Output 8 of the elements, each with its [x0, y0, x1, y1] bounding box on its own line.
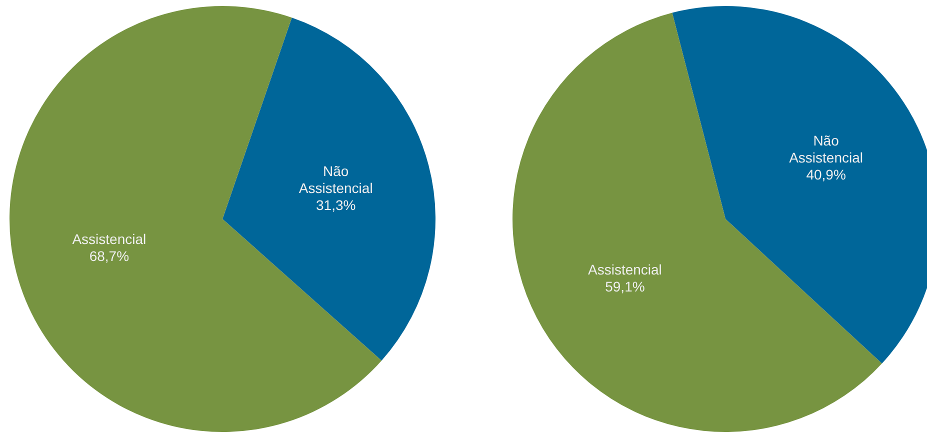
slice-label: Não Assistencial — [789, 132, 864, 166]
slice-label: Assistencial — [588, 261, 662, 278]
data-label: 68,7% — [89, 248, 130, 264]
slice-label: Não Assistencial — [298, 163, 373, 196]
data-label: 59,1% — [605, 278, 645, 294]
data-label: 31,3% — [316, 197, 356, 214]
slice-label: Assistencial — [72, 231, 146, 248]
data-label: 40,9% — [806, 166, 846, 183]
